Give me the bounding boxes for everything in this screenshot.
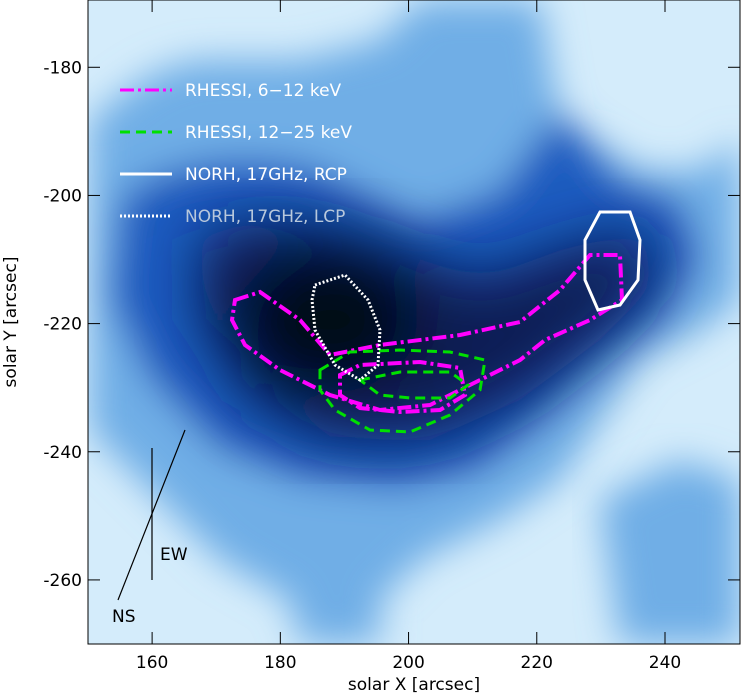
y-tick-label: -260 [43, 571, 82, 591]
ns-label: NS [112, 607, 136, 627]
contours [229, 210, 642, 434]
x-tick-label: 240 [649, 653, 681, 673]
y-tick-label: -220 [43, 315, 82, 335]
contour-rcp [583, 210, 642, 312]
plot-frame [87, 0, 741, 645]
legend-label: NORH, 17GHz, RCP [185, 165, 347, 185]
contour-6-12kev [338, 359, 468, 415]
contour-12-25kev [318, 348, 487, 434]
x-tick-label: 180 [264, 653, 296, 673]
y-tick-label: -200 [43, 186, 82, 206]
ns-axis [117, 429, 186, 601]
legend-label: NORH, 17GHz, LCP [185, 207, 345, 227]
legend-label: RHESSI, 6−12 keV [185, 81, 342, 101]
y-axis-label: solar Y [arcsec] [1, 257, 21, 388]
contour-lcp [310, 273, 382, 382]
x-tick-label: 200 [392, 653, 424, 673]
legend-label: RHESSI, 12−25 keV [185, 123, 352, 143]
contour-12-25kev [356, 370, 471, 400]
x-tick-label: 220 [521, 653, 553, 673]
contour-6-12kev [229, 253, 625, 413]
x-tick-label: 160 [136, 653, 168, 673]
x-axis-label: solar X [arcsec] [348, 675, 480, 695]
image [88, 0, 740, 644]
y-tick-label: -240 [43, 443, 82, 463]
y-tick-label: -180 [43, 58, 82, 78]
ew-label: EW [160, 545, 188, 565]
